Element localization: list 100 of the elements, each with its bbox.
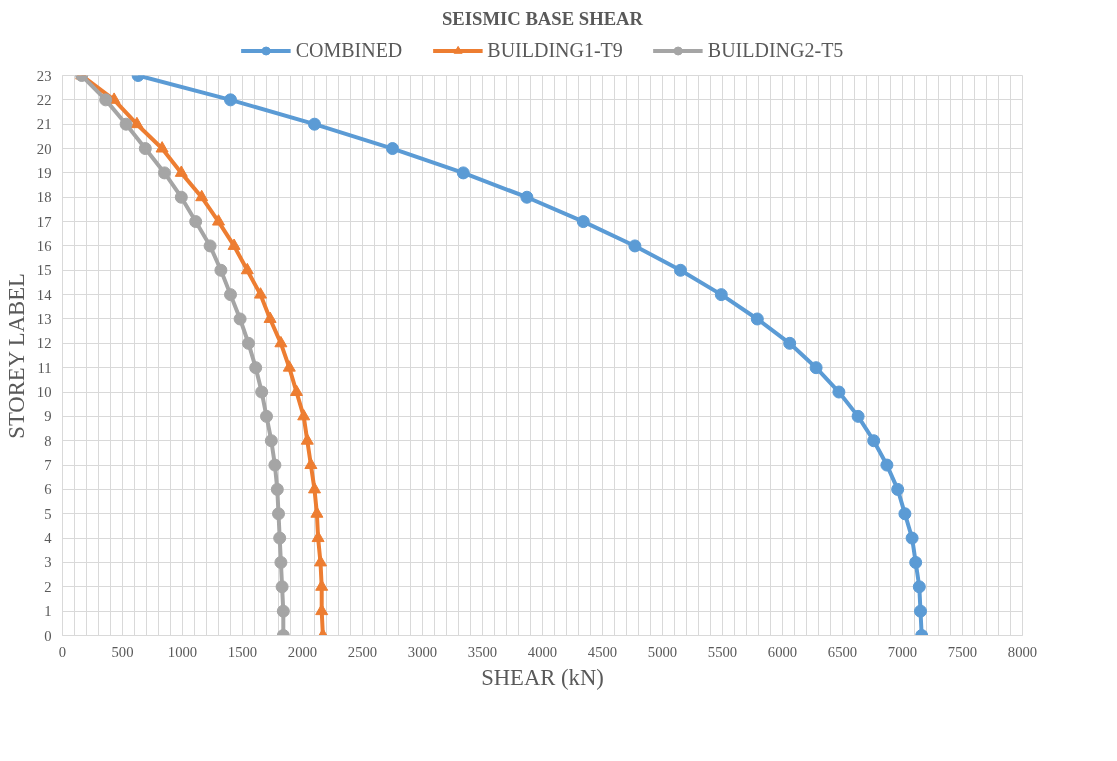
point — [273, 531, 287, 545]
x-tick-label: 7500 — [947, 643, 978, 660]
x-tick-label: 0 — [58, 643, 67, 660]
point — [315, 579, 329, 591]
point — [628, 239, 642, 253]
point — [912, 580, 926, 594]
x-tick-label: 6000 — [767, 643, 798, 660]
y-tick-label: 19 — [36, 164, 52, 181]
x-tick-label: 7000 — [887, 643, 918, 660]
point — [174, 190, 188, 204]
point — [914, 604, 927, 618]
point — [576, 215, 590, 229]
point — [249, 361, 263, 375]
point — [905, 531, 919, 545]
point — [300, 433, 314, 445]
y-tick-label: 1 — [44, 603, 52, 620]
point — [456, 166, 470, 180]
point — [138, 142, 152, 156]
x-tick-label: 8000 — [1007, 643, 1038, 660]
y-tick-label: 0 — [44, 627, 52, 644]
y-tick-label: 16 — [36, 237, 52, 254]
x-tick-label: 500 — [111, 643, 134, 660]
x-tick-label: 2500 — [347, 643, 378, 660]
point — [195, 189, 209, 202]
y-tick-label: 11 — [37, 359, 52, 376]
x-tick-label: 1500 — [227, 643, 258, 660]
point — [276, 604, 290, 618]
point — [520, 190, 534, 204]
point — [674, 263, 687, 277]
y-tick-label: 5 — [44, 505, 52, 522]
point — [263, 311, 277, 323]
y-tick-label: 22 — [36, 91, 52, 108]
point — [311, 530, 325, 543]
point — [880, 458, 894, 472]
x-tick-label: 4000 — [527, 643, 558, 660]
point — [272, 507, 285, 521]
point — [714, 288, 728, 302]
x-tick-label: 6500 — [827, 643, 858, 660]
legend-label: BUILDING2-T5 — [707, 38, 844, 62]
point — [304, 457, 318, 470]
y-tick-label: 21 — [36, 116, 52, 133]
point — [297, 408, 311, 421]
point — [832, 385, 846, 399]
x-tick-label: 4500 — [587, 643, 618, 660]
y-axis-title: STOREY LABEL — [3, 273, 29, 439]
point — [254, 287, 267, 299]
point — [275, 580, 289, 594]
y-tick-label: 9 — [44, 408, 52, 425]
point — [282, 360, 296, 372]
y-tick-label: 10 — [36, 384, 52, 401]
point — [130, 116, 144, 129]
chart-title: SEISMIC BASE SHEAR — [441, 7, 644, 29]
point — [255, 385, 269, 399]
y-tick-label: 20 — [36, 140, 52, 157]
point — [119, 117, 133, 131]
point — [268, 458, 282, 472]
y-tick-label: 6 — [44, 481, 52, 498]
y-tick-label: 4 — [44, 530, 53, 547]
point — [240, 262, 254, 275]
point — [203, 239, 217, 253]
x-tick-label: 5000 — [647, 643, 678, 660]
y-tick-label: 3 — [44, 554, 52, 571]
legend-label: COMBINED — [295, 38, 403, 62]
point — [809, 361, 823, 375]
point — [155, 141, 169, 153]
x-axis-title: SHEAR (kN) — [481, 664, 604, 690]
point — [99, 93, 113, 107]
point — [264, 434, 278, 448]
point — [233, 312, 247, 326]
point — [274, 335, 288, 348]
x-tick-label: 2000 — [287, 643, 318, 660]
y-tick-label: 8 — [44, 432, 52, 449]
point — [314, 555, 327, 567]
point — [310, 506, 324, 518]
point — [750, 312, 764, 326]
y-tick-label: 12 — [36, 335, 52, 352]
point — [270, 482, 284, 496]
point — [174, 165, 188, 177]
point — [227, 238, 241, 250]
y-tick-label: 13 — [36, 310, 52, 327]
point — [274, 555, 288, 569]
point — [242, 336, 255, 350]
x-tick-label: 3500 — [467, 643, 498, 660]
x-tick-label: 5500 — [707, 643, 738, 660]
point — [290, 384, 303, 396]
point — [158, 166, 171, 180]
point — [260, 409, 273, 423]
y-tick-label: 7 — [44, 457, 52, 474]
legend-label: BUILDING1-T9 — [487, 38, 623, 62]
point — [891, 482, 905, 496]
x-tick-label: 3000 — [407, 643, 438, 660]
point — [214, 263, 228, 277]
y-tick-label: 23 — [36, 67, 52, 84]
point — [308, 117, 321, 131]
y-tick-label: 2 — [44, 578, 52, 595]
point — [224, 93, 237, 107]
point — [212, 214, 225, 226]
point — [898, 507, 912, 521]
point — [783, 336, 797, 350]
x-tick-label: 1000 — [167, 643, 198, 660]
